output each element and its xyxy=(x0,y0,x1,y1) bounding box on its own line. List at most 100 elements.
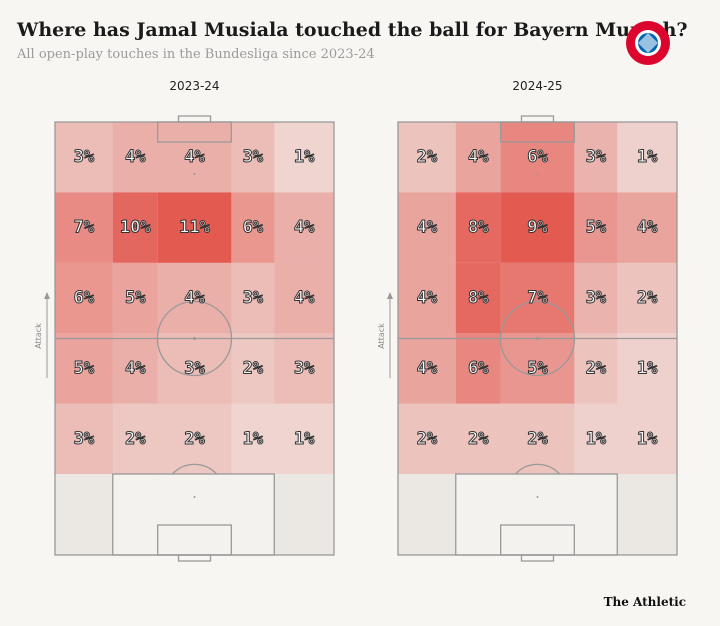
heat-cell xyxy=(112,262,158,334)
cell-label: 2% xyxy=(125,429,146,449)
heat-cell xyxy=(574,403,618,474)
heat-cell xyxy=(574,192,618,263)
heat-cell xyxy=(231,262,275,334)
empty-cell xyxy=(231,474,275,555)
top-goal xyxy=(177,115,212,123)
heat-cell xyxy=(112,403,158,474)
heat-cell xyxy=(617,192,677,263)
cell-label: 2% xyxy=(417,429,438,449)
heat-cell xyxy=(55,122,113,193)
cell-label: 2% xyxy=(468,429,489,449)
heat-cell xyxy=(455,403,501,474)
heat-cell xyxy=(455,333,501,404)
heat-cell xyxy=(574,262,618,334)
heat-cell xyxy=(55,192,113,263)
heat-cell xyxy=(274,192,334,263)
heat-cell xyxy=(398,333,456,404)
cell-label: 9% xyxy=(527,218,548,238)
heat-cell xyxy=(455,262,501,334)
bottom-spot xyxy=(536,496,539,498)
heat-cell xyxy=(157,192,232,263)
cell-label: 3% xyxy=(586,147,607,167)
top-goal xyxy=(520,115,555,123)
cell-label: 3% xyxy=(586,288,607,308)
heat-cell xyxy=(55,333,113,404)
cell-label: 5% xyxy=(527,358,548,378)
heat-cell xyxy=(157,262,232,334)
heat-cell xyxy=(398,403,456,474)
cell-label: 3% xyxy=(243,288,264,308)
centre-circle xyxy=(156,300,233,377)
heat-cell xyxy=(398,192,456,263)
attack-arrowhead xyxy=(387,292,393,299)
cell-label: 5% xyxy=(74,358,95,378)
cell-label: 3% xyxy=(243,147,264,167)
heat-cell xyxy=(157,333,232,404)
heat-cell xyxy=(617,333,677,404)
heat-cell xyxy=(274,122,334,193)
bottom-spot xyxy=(193,496,196,498)
cell-label: 4% xyxy=(417,358,438,378)
cell-label: 4% xyxy=(125,147,146,167)
empty-cell xyxy=(398,474,456,555)
season-title: 2023-24 xyxy=(169,79,219,93)
cell-label: 1% xyxy=(586,429,607,449)
attack-label: Attack xyxy=(34,323,43,349)
cell-label: 6% xyxy=(243,218,264,238)
empty-cell xyxy=(157,474,232,555)
heat-cell xyxy=(398,262,456,334)
cell-label: 11% xyxy=(179,218,210,238)
cell-label: 10% xyxy=(120,218,151,238)
empty-cell xyxy=(274,474,334,555)
cell-label: 6% xyxy=(468,358,489,378)
heat-cell xyxy=(500,192,575,263)
heat-cell xyxy=(55,403,113,474)
heat-cell xyxy=(274,262,334,334)
heat-cell xyxy=(617,122,677,193)
heat-cell xyxy=(112,192,158,263)
heat-cell xyxy=(500,333,575,404)
heat-cell xyxy=(157,122,232,193)
cell-label: 5% xyxy=(586,218,607,238)
cell-label: 8% xyxy=(468,288,489,308)
cell-label: 1% xyxy=(637,429,658,449)
heat-cell xyxy=(398,122,456,193)
cell-label: 1% xyxy=(294,429,315,449)
heat-cell xyxy=(617,403,677,474)
cell-label: 4% xyxy=(184,147,205,167)
heat-cell xyxy=(455,122,501,193)
cell-label: 6% xyxy=(527,147,548,167)
cell-label: 2% xyxy=(586,358,607,378)
season-title: 2024-25 xyxy=(512,79,562,93)
cell-label: 3% xyxy=(184,358,205,378)
empty-cell xyxy=(112,474,158,555)
cell-label: 3% xyxy=(74,147,95,167)
centre-spot xyxy=(193,337,196,340)
heat-cell xyxy=(617,262,677,334)
empty-cell xyxy=(455,474,501,555)
cell-label: 2% xyxy=(637,288,658,308)
empty-cell xyxy=(574,474,618,555)
cell-label: 5% xyxy=(125,288,146,308)
heat-cell xyxy=(112,333,158,404)
heat-cell xyxy=(55,262,113,334)
heat-cell xyxy=(157,403,232,474)
bottom-goal xyxy=(177,554,212,562)
club-logo xyxy=(626,21,670,65)
cell-label: 4% xyxy=(417,288,438,308)
cell-label: 2% xyxy=(184,429,205,449)
cell-label: 1% xyxy=(637,358,658,378)
cell-label: 4% xyxy=(294,288,315,308)
empty-cell xyxy=(500,474,575,555)
centre-circle xyxy=(499,300,576,377)
cell-label: 1% xyxy=(637,147,658,167)
cell-label: 3% xyxy=(74,429,95,449)
cell-label: 3% xyxy=(294,358,315,378)
cell-label: 4% xyxy=(184,288,205,308)
cell-label: 6% xyxy=(74,288,95,308)
publisher: The Athletic xyxy=(604,595,686,609)
cell-label: 2% xyxy=(417,147,438,167)
heat-cell xyxy=(274,333,334,404)
cell-label: 4% xyxy=(637,218,658,238)
